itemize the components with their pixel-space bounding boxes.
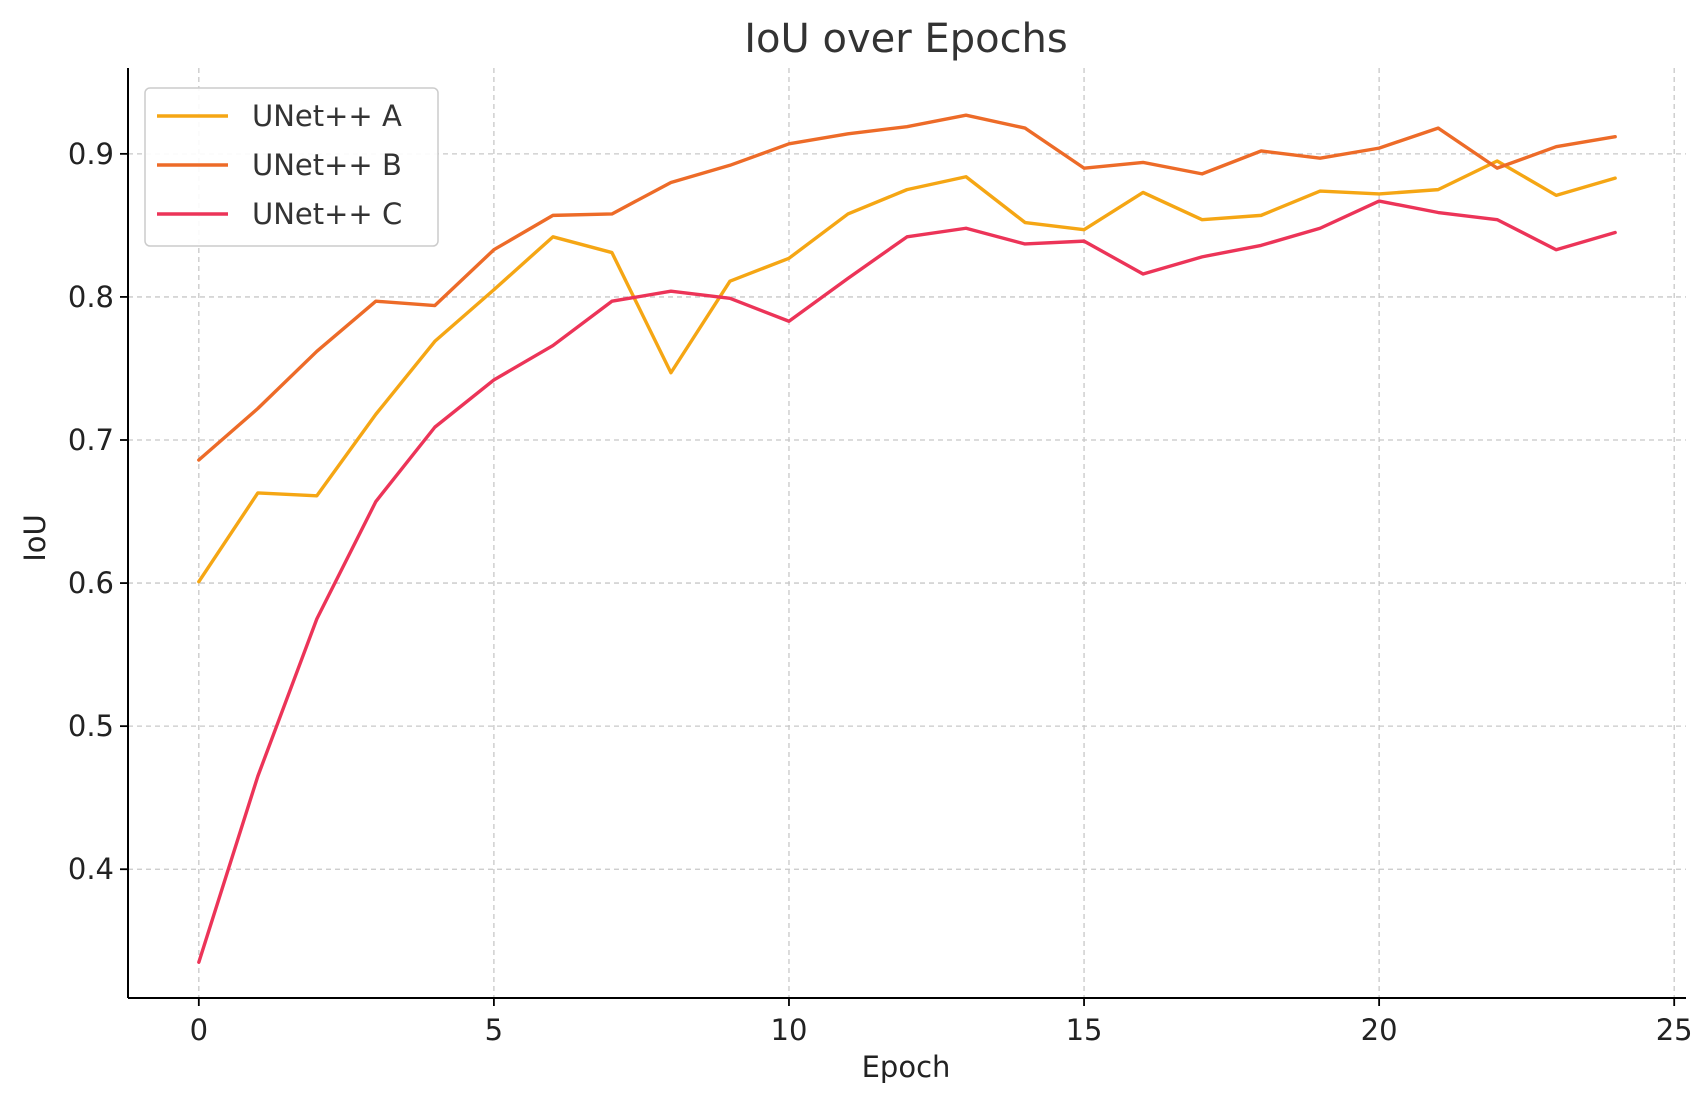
legend-label-unet-a: UNet++ A	[252, 99, 402, 133]
x-tick-label: 5	[485, 1013, 503, 1047]
x-axis-ticks: 0 5 10 15 20 25	[190, 998, 1693, 1047]
series-lines	[197, 113, 1617, 964]
y-tick-label: 0.8	[68, 280, 114, 314]
axes	[127, 68, 1686, 999]
legend-entries: UNet++ A UNet++ B UNet++ C	[157, 99, 402, 231]
y-tick-label: 0.4	[68, 852, 114, 886]
x-tick-label: 15	[1066, 1013, 1103, 1047]
series-line-unet-a	[197, 159, 1617, 584]
y-axis-ticks: 0.4 0.5 0.6 0.7 0.8 0.9	[68, 137, 128, 886]
legend-frame	[144, 87, 439, 247]
y-tick-label: 0.6	[68, 566, 114, 600]
y-tick-label: 0.7	[68, 423, 114, 457]
x-tick-label: 0	[190, 1013, 208, 1047]
x-axis-label: Epoch	[862, 1050, 951, 1084]
legend-label-unet-b: UNet++ B	[252, 148, 402, 182]
legend: UNet++ A UNet++ B UNet++ C	[144, 87, 439, 247]
series-line-unet-b	[197, 113, 1617, 462]
chart-title: IoU over Epochs	[744, 16, 1068, 62]
legend-label-unet-c: UNet++ C	[252, 197, 402, 231]
x-tick-label: 25	[1656, 1013, 1693, 1047]
y-tick-label: 0.9	[68, 137, 114, 171]
x-tick-label: 10	[771, 1013, 808, 1047]
series-line-unet-c	[197, 199, 1617, 964]
y-axis-label: IoU	[18, 514, 52, 562]
y-tick-label: 0.5	[68, 709, 114, 743]
x-tick-label: 20	[1361, 1013, 1398, 1047]
